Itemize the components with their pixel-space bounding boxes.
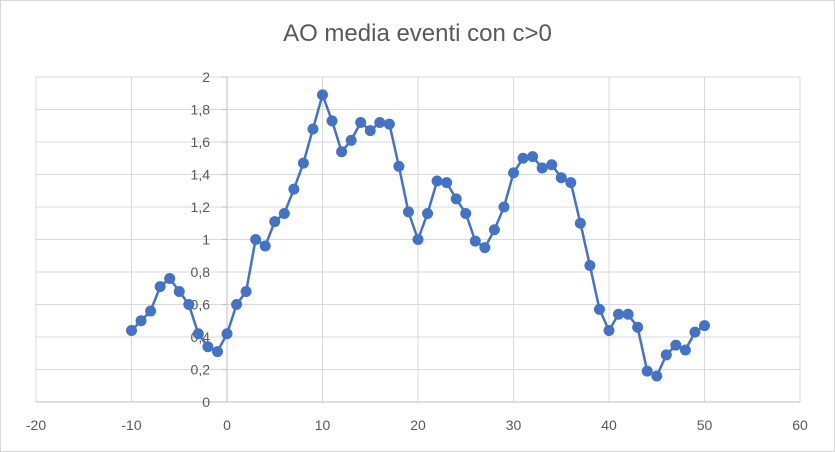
data-point (269, 216, 281, 228)
x-tick-label: 10 (315, 417, 331, 433)
chart-title: AO media eventi con c>0 (283, 20, 552, 47)
y-tick-label: 0,2 (191, 362, 211, 378)
axes (222, 76, 228, 403)
data-point (651, 370, 663, 382)
data-point (613, 308, 625, 320)
data-point (250, 234, 262, 245)
y-tick-label: 0,6 (191, 297, 211, 313)
data-point (536, 162, 548, 174)
data-point (183, 299, 195, 310)
data-point (317, 89, 328, 101)
data-point (326, 115, 338, 127)
data-point (374, 117, 386, 128)
data-point (527, 151, 539, 163)
data-point (460, 208, 472, 219)
data-point (221, 328, 233, 340)
data-point (231, 299, 243, 310)
data-point (584, 260, 596, 271)
data-point (135, 315, 147, 327)
x-tick-label: 40 (601, 417, 617, 433)
data-point (297, 157, 309, 169)
data-point (670, 339, 682, 351)
data-point (259, 240, 271, 252)
x-tick-label: 20 (410, 417, 426, 433)
data-point (154, 281, 166, 293)
x-axis-ticks: -20 -10 0 10 20 30 40 50 60 (26, 417, 808, 433)
data-point (546, 159, 558, 171)
data-point (555, 172, 567, 184)
x-tick-label: 0 (223, 417, 231, 433)
data-point (660, 349, 672, 361)
data-point (441, 177, 453, 189)
data-point (565, 177, 577, 189)
x-tick-label: 30 (506, 417, 522, 433)
data-point (364, 125, 376, 137)
data-point (517, 152, 529, 164)
data-point (202, 341, 214, 353)
data-point (431, 175, 443, 187)
data-point (632, 321, 644, 333)
data-point (126, 325, 137, 336)
data-point (699, 320, 710, 332)
data-point (412, 234, 424, 245)
data-point (211, 346, 223, 358)
y-tick-label: 1,4 (191, 167, 211, 183)
data-point (508, 167, 519, 179)
y-tick-label: 0 (202, 394, 210, 410)
data-point (498, 201, 510, 213)
data-point (145, 305, 157, 317)
y-tick-label: 2 (202, 69, 210, 85)
data-point (479, 242, 491, 254)
data-point (641, 365, 653, 377)
series-layer (126, 89, 710, 382)
data-point (336, 146, 348, 158)
data-point (593, 303, 605, 315)
data-point (603, 325, 615, 336)
x-tick-label: 60 (792, 417, 808, 433)
x-tick-label: 50 (697, 417, 713, 433)
data-point (450, 193, 462, 205)
data-point (402, 206, 414, 218)
data-point (393, 160, 405, 172)
data-point (383, 118, 395, 130)
data-point (164, 273, 176, 284)
data-point (192, 328, 204, 340)
data-point (689, 326, 701, 338)
data-point (307, 123, 319, 135)
data-point (240, 286, 252, 297)
data-point (345, 134, 357, 146)
y-tick-label: 1,2 (191, 199, 211, 215)
x-tick-label: -10 (121, 417, 141, 433)
y-tick-label: 1,8 (191, 102, 211, 118)
data-point (622, 308, 634, 320)
data-point (288, 183, 300, 195)
y-tick-label: 0,8 (191, 264, 211, 280)
data-point (278, 208, 290, 219)
data-point (355, 117, 367, 128)
gridlines (35, 76, 801, 403)
y-tick-label: 1,6 (191, 134, 211, 150)
data-point (679, 344, 691, 356)
data-point (422, 208, 434, 219)
data-point (469, 235, 481, 247)
data-point (574, 217, 586, 229)
x-tick-label: -20 (26, 417, 46, 433)
data-point (173, 286, 185, 297)
data-point (488, 224, 500, 236)
y-tick-label: 1 (202, 232, 210, 248)
